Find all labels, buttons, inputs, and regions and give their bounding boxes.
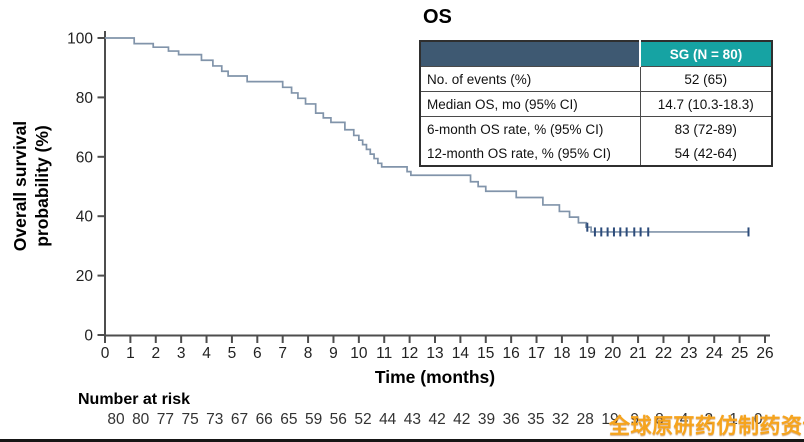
stats-row-6month: 6-month OS rate, % (95% CI) 83 (72-89) bbox=[419, 116, 773, 141]
stats-row-median-value: 14.7 (10.3-18.3) bbox=[639, 91, 773, 117]
x-tick-label: 5 bbox=[228, 345, 237, 362]
at-risk-value: 75 bbox=[181, 411, 199, 428]
x-tick-label: 14 bbox=[452, 345, 470, 362]
watermark-text: 全球原研药仿制药资讯 bbox=[609, 415, 804, 438]
x-tick-label: 0 bbox=[101, 345, 110, 362]
stats-row-12month-value: 54 (42-64) bbox=[639, 141, 773, 167]
at-risk-value: 8 bbox=[655, 411, 664, 428]
x-tick-label: 9 bbox=[329, 345, 338, 362]
at-risk-value: 80 bbox=[107, 411, 125, 428]
x-tick-label: 21 bbox=[629, 345, 646, 362]
x-tick-label: 26 bbox=[756, 345, 773, 362]
x-tick-label: 24 bbox=[706, 345, 724, 362]
x-tick-label: 15 bbox=[477, 345, 494, 362]
y-tick-label: 20 bbox=[76, 268, 94, 285]
at-risk-value: 44 bbox=[379, 411, 397, 428]
at-risk-value: 42 bbox=[453, 411, 471, 428]
y-tick-label: 0 bbox=[84, 328, 93, 345]
stats-row-6month-label: 6-month OS rate, % (95% CI) bbox=[419, 116, 641, 141]
bottom-border-bar bbox=[0, 439, 804, 442]
at-risk-value: 73 bbox=[206, 411, 224, 428]
stats-row-12month-label: 12-month OS rate, % (95% CI) bbox=[419, 141, 641, 167]
number-at-risk-label: Number at risk bbox=[78, 391, 191, 408]
x-tick-label: 1 bbox=[126, 345, 135, 362]
y-tick-label: 80 bbox=[76, 90, 94, 107]
at-risk-value: 0 bbox=[753, 411, 763, 428]
x-tick-label: 25 bbox=[731, 345, 748, 362]
at-risk-value: 59 bbox=[304, 411, 323, 428]
x-tick-label: 7 bbox=[278, 345, 287, 362]
stats-row-median-label: Median OS, mo (95% CI) bbox=[419, 91, 641, 117]
at-risk-value: 43 bbox=[403, 411, 422, 428]
y-tick-label: 60 bbox=[76, 149, 94, 166]
x-tick-label: 10 bbox=[350, 345, 368, 362]
x-tick-label: 13 bbox=[426, 345, 443, 362]
at-risk-value: 67 bbox=[230, 411, 249, 428]
at-risk-value: 80 bbox=[132, 411, 150, 428]
x-tick-label: 2 bbox=[151, 345, 160, 362]
stats-row-median: Median OS, mo (95% CI) 14.7 (10.3-18.3) bbox=[419, 91, 773, 117]
x-tick-label: 22 bbox=[655, 345, 672, 362]
stats-table: SG (N = 80) No. of events (%) 52 (65) Me… bbox=[419, 40, 773, 167]
at-risk-value: 42 bbox=[428, 411, 446, 428]
at-risk-value: 9 bbox=[630, 411, 639, 428]
at-risk-value: 36 bbox=[502, 411, 520, 428]
km-curve bbox=[105, 37, 749, 233]
x-tick-label: 3 bbox=[177, 345, 186, 362]
at-risk-value: 4 bbox=[679, 411, 689, 428]
y-tick-label: 40 bbox=[76, 209, 94, 226]
at-risk-value: 28 bbox=[576, 411, 594, 428]
at-risk-value: 32 bbox=[551, 411, 570, 428]
x-tick-label: 19 bbox=[579, 345, 596, 362]
at-risk-value: 19 bbox=[601, 411, 619, 428]
stats-header-row: SG (N = 80) bbox=[419, 40, 773, 67]
at-risk-value: 77 bbox=[156, 411, 175, 428]
x-tick-label: 20 bbox=[604, 345, 622, 362]
x-tick-label: 23 bbox=[680, 345, 697, 362]
chart-title: OS bbox=[423, 6, 452, 28]
stats-row-12month: 12-month OS rate, % (95% CI) 54 (42-64) bbox=[419, 141, 773, 167]
x-tick-label: 6 bbox=[253, 345, 262, 362]
stats-row-6month-value: 83 (72-89) bbox=[639, 116, 773, 141]
x-tick-label: 12 bbox=[401, 345, 418, 362]
stats-header-group-cell: SG (N = 80) bbox=[639, 40, 773, 67]
at-risk-value: 52 bbox=[354, 411, 372, 428]
at-risk-value: 2 bbox=[704, 411, 714, 428]
x-tick-label: 4 bbox=[202, 345, 211, 362]
x-axis-title: Time (months) bbox=[374, 367, 496, 387]
stats-row-events-label: No. of events (%) bbox=[419, 66, 641, 92]
x-tick-label: 8 bbox=[304, 345, 313, 362]
at-risk-value: 1 bbox=[729, 411, 738, 428]
x-tick-label: 17 bbox=[528, 345, 545, 362]
at-risk-value: 65 bbox=[280, 411, 298, 428]
x-tick-label: 18 bbox=[553, 345, 570, 362]
x-tick-label: 11 bbox=[376, 345, 392, 362]
stats-header-empty-cell bbox=[419, 40, 641, 67]
at-risk-value: 35 bbox=[527, 411, 545, 428]
at-risk-value: 39 bbox=[477, 411, 496, 428]
at-risk-value: 56 bbox=[329, 411, 347, 428]
number-at-risk-row: 80 80 77 75 73 67 66 65 59 56 52 44 43 42 42 39 36 35 32 28… bbox=[0, 411, 804, 433]
x-tick-label: 16 bbox=[503, 345, 520, 362]
at-risk-value: 66 bbox=[255, 411, 273, 428]
stats-row-events-value: 52 (65) bbox=[639, 66, 773, 92]
y-tick-label: 100 bbox=[67, 31, 93, 48]
stats-row-events: No. of events (%) 52 (65) bbox=[419, 66, 773, 92]
